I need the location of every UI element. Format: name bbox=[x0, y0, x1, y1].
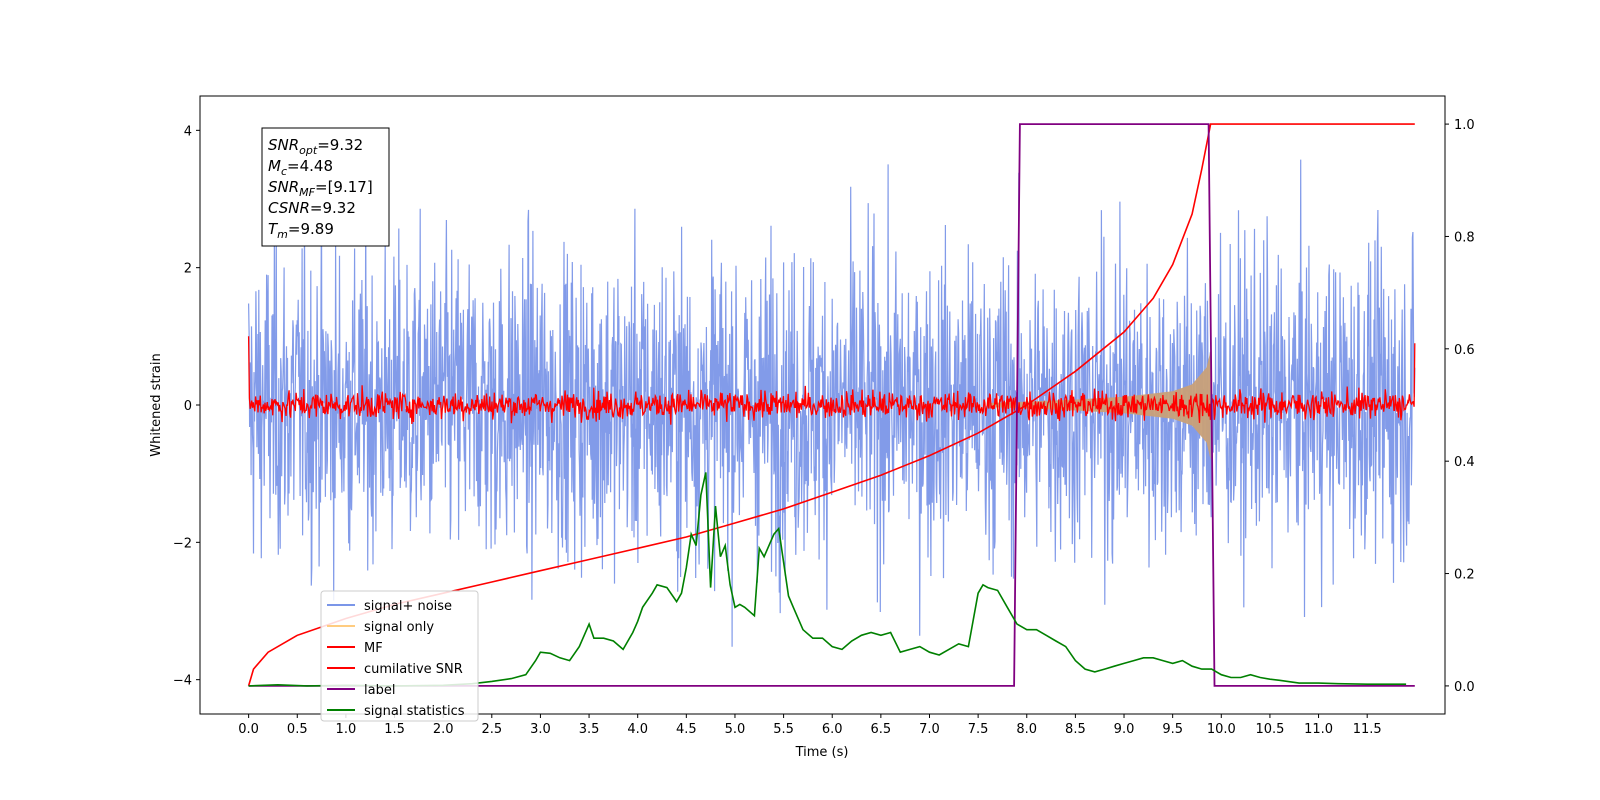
y-axis-label: Whitened strain bbox=[149, 353, 164, 456]
legend-frame bbox=[320, 590, 479, 722]
x-tick-label: 1.0 bbox=[336, 722, 357, 737]
annotation-line: Mc=4.48 bbox=[268, 157, 333, 178]
x-tick-label: 4.0 bbox=[627, 722, 648, 737]
x-tick-label: 11.0 bbox=[1304, 722, 1333, 737]
x-tick-label: 3.5 bbox=[579, 722, 600, 737]
y-axis-right: 1.0 0.8 0.6 0.4 0.2 0.0 bbox=[1445, 118, 1475, 695]
x-tick-label: 11.5 bbox=[1353, 722, 1382, 737]
y-tick-label: 2 bbox=[184, 262, 192, 277]
annotation-line: CSNR=9.32 bbox=[268, 199, 356, 217]
annotation-line: SNRMF=[9.17] bbox=[268, 178, 373, 199]
x-axis: 0.0 0.5 1.0 1.5 2.0 2.5 3.0 3.5 4.0 4.5 5.0 5.5 6.0 6… bbox=[238, 714, 1382, 737]
legend-label: cumilative SNR bbox=[364, 662, 463, 677]
x-tick-label: 2.0 bbox=[433, 722, 454, 737]
y-tick-label: 4 bbox=[184, 124, 192, 139]
y2-tick-label: 0.0 bbox=[1454, 680, 1475, 695]
x-tick-label: 5.5 bbox=[773, 722, 794, 737]
legend-label: label bbox=[364, 683, 395, 698]
x-tick-label: 6.5 bbox=[871, 722, 892, 737]
series-label-line bbox=[248, 123, 1415, 687]
annotation-box-frame bbox=[261, 127, 390, 247]
x-tick-label: 0.5 bbox=[287, 722, 308, 737]
legend-label: signal statistics bbox=[364, 704, 465, 719]
x-tick-label: 7.5 bbox=[968, 722, 989, 737]
series-signal-noise-line bbox=[248, 159, 1416, 647]
x-tick-label: 2.5 bbox=[481, 722, 502, 737]
y-axis-left: 4 2 0 −2 −4 bbox=[173, 124, 200, 689]
y-tick-label: −4 bbox=[173, 674, 192, 689]
x-tick-label: 8.0 bbox=[1016, 722, 1037, 737]
x-tick-label: 6.0 bbox=[822, 722, 843, 737]
y2-tick-label: 0.2 bbox=[1454, 568, 1475, 583]
x-tick-label: 0.0 bbox=[238, 722, 259, 737]
y2-tick-label: 0.8 bbox=[1454, 230, 1475, 245]
legend: signal+ noise signal only MF cumilative SNR… bbox=[320, 590, 479, 722]
x-tick-label: 5.0 bbox=[725, 722, 746, 737]
legend-label: signal only bbox=[364, 620, 434, 635]
x-tick-label: 4.5 bbox=[676, 722, 697, 737]
series-mf-line bbox=[247, 336, 1416, 425]
series-signal-statistics-line bbox=[248, 472, 1407, 687]
annotation-line: SNRopt=9.32 bbox=[268, 136, 363, 157]
y-tick-label: −2 bbox=[173, 536, 192, 551]
legend-label: MF bbox=[364, 641, 383, 656]
x-tick-label: 9.5 bbox=[1162, 722, 1183, 737]
x-tick-label: 8.5 bbox=[1065, 722, 1086, 737]
y2-tick-label: 0.6 bbox=[1454, 343, 1475, 358]
x-tick-label: 10.0 bbox=[1207, 722, 1236, 737]
x-tick-label: 1.5 bbox=[384, 722, 405, 737]
y2-tick-label: 0.4 bbox=[1454, 455, 1475, 470]
x-tick-label: 9.0 bbox=[1114, 722, 1135, 737]
x-tick-label: 10.5 bbox=[1255, 722, 1284, 737]
x-tick-label: 7.0 bbox=[919, 722, 940, 737]
x-tick-label: 3.0 bbox=[530, 722, 551, 737]
annotation-line: Tm=9.89 bbox=[268, 220, 334, 241]
x-axis-label: Time (s) bbox=[795, 745, 849, 760]
y-tick-label: 0 bbox=[184, 399, 192, 414]
legend-label: signal+ noise bbox=[364, 599, 452, 614]
y2-tick-label: 1.0 bbox=[1454, 118, 1475, 133]
